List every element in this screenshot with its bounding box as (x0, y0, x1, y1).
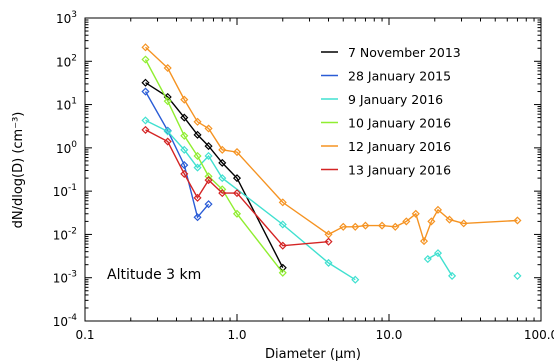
data-point (445, 215, 454, 224)
data-point (218, 174, 227, 183)
data-point (278, 220, 287, 229)
chart-annotation: Altitude 3 km (107, 267, 201, 283)
legend-label: 7 November 2013 (348, 45, 461, 60)
y-tick-label: 10-2 (53, 226, 77, 242)
data-point (324, 237, 333, 246)
x-tick-label: 100.0 (524, 328, 554, 342)
data-point (513, 271, 522, 280)
data-point (278, 263, 287, 272)
data-point (163, 137, 172, 146)
data-point (402, 217, 411, 226)
data-point (232, 209, 242, 218)
data-point (324, 230, 333, 239)
data-point (141, 43, 150, 52)
data-point (232, 189, 242, 198)
x-axis-ticks: 0.1 1.0 10.0 100.0 (75, 18, 554, 342)
data-point (232, 174, 242, 183)
data-point (163, 127, 172, 136)
data-point (433, 205, 443, 214)
y-axis-label: dN/dlog(D) (cm⁻³) (11, 112, 26, 229)
data-point (204, 142, 213, 151)
legend-label: 9 January 2016 (348, 92, 443, 107)
series-2 (141, 87, 213, 222)
data-point (232, 148, 242, 157)
plot-frame (84, 17, 542, 322)
legend-label: 28 January 2015 (348, 69, 451, 84)
data-point (361, 221, 370, 230)
y-tick-label: 103 (56, 10, 77, 26)
data-point (423, 254, 432, 264)
y-tick-label: 101 (56, 97, 77, 113)
series-line (144, 59, 284, 274)
x-tick-label: 0.1 (75, 328, 94, 342)
series-line (427, 252, 453, 277)
data-point (513, 216, 522, 225)
data-point (204, 200, 213, 209)
data-point (193, 117, 202, 126)
data-point (351, 222, 360, 231)
legend-label: 10 January 2016 (348, 116, 451, 131)
data-point (163, 63, 172, 73)
data-point (218, 189, 227, 198)
x-axis-label: Diameter (μm) (265, 347, 361, 362)
data-point (278, 198, 287, 207)
series-line (145, 119, 356, 281)
data-point (193, 151, 202, 161)
data-point (163, 97, 172, 106)
series-line (145, 129, 329, 247)
data-point (141, 125, 150, 134)
data-point (411, 209, 420, 218)
data-point (204, 176, 213, 185)
y-tick-label: 10-1 (53, 183, 77, 199)
data-point (193, 163, 202, 172)
data-point (278, 241, 287, 250)
y-tick-label: 10-4 (53, 313, 78, 329)
data-point (180, 161, 189, 170)
series-3 (141, 116, 522, 284)
data-point (141, 116, 150, 125)
y-tick-label: 102 (56, 53, 77, 69)
data-point (351, 275, 360, 284)
series-layer (141, 43, 522, 284)
data-point (193, 213, 202, 222)
data-point (339, 222, 348, 231)
series-5 (141, 43, 522, 246)
series-line (144, 91, 210, 219)
series-line (145, 46, 518, 244)
legend: 7 November 2013 28 January 2015 9 January … (321, 45, 461, 178)
y-tick-label: 100 (56, 140, 77, 156)
data-point (180, 113, 189, 122)
data-point (278, 268, 287, 277)
data-point (193, 193, 202, 202)
data-point (324, 258, 333, 267)
data-point (459, 219, 468, 228)
data-point (141, 78, 150, 87)
data-point (204, 124, 213, 133)
data-point (218, 145, 227, 154)
data-point (218, 158, 227, 167)
legend-label: 13 January 2016 (348, 163, 451, 178)
data-point (448, 271, 457, 280)
data-point (180, 169, 189, 178)
data-point (141, 55, 150, 64)
series-6 (141, 125, 333, 250)
data-point (427, 217, 436, 226)
legend-label: 12 January 2016 (348, 139, 451, 154)
x-tick-label: 10.0 (376, 328, 403, 342)
data-point (391, 222, 400, 231)
x-tick-label: 1.0 (227, 328, 246, 342)
data-point (419, 237, 429, 246)
data-point (377, 221, 387, 230)
data-point (180, 131, 189, 140)
series-line (145, 82, 284, 269)
data-point (180, 145, 189, 154)
y-tick-label: 10-3 (53, 270, 77, 286)
data-point (141, 87, 150, 96)
series-1 (141, 78, 287, 272)
data-point (204, 151, 213, 161)
data-point (193, 130, 202, 139)
data-point (180, 95, 189, 104)
data-point (433, 249, 443, 258)
